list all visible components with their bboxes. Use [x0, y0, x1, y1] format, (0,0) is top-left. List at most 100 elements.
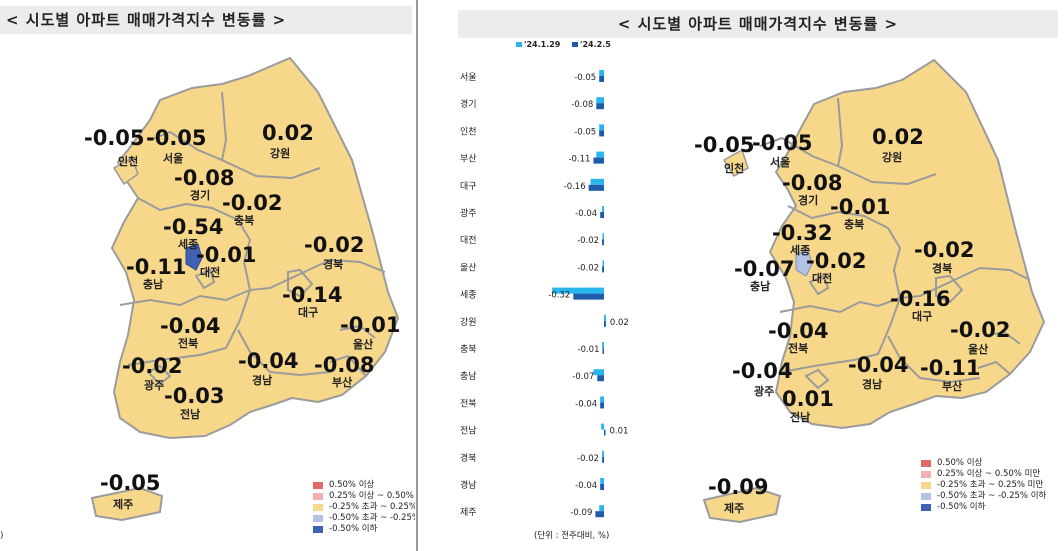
bar-curr: [593, 157, 604, 164]
data-label: -0.05: [574, 127, 596, 137]
left-province-borders: [119, 91, 386, 386]
right-jeonnam-name: 전남: [790, 410, 810, 424]
right-ulsan-value: -0.02: [950, 318, 1011, 342]
bar-curr: [595, 511, 604, 518]
data-label: -0.02: [577, 263, 599, 273]
left-gyeonggi-name: 경기: [190, 188, 210, 202]
legend-label: -0.50% 이하: [937, 502, 986, 512]
right-seoul-value: -0.05: [752, 131, 813, 155]
category-label: 충북: [460, 344, 477, 355]
bar-curr: [597, 375, 604, 382]
bar-prev: [593, 369, 604, 376]
data-label: -0.07: [572, 372, 594, 382]
left-daegu-name: 대구: [298, 305, 318, 319]
right-map-legend: 0.50% 이상 0.25% 이상 ~ 0.50% 미만 -0.25% 초과 ~…: [921, 458, 1046, 513]
legend-label: -0.50% 이하: [329, 524, 378, 534]
right-busan-value: -0.11: [920, 356, 981, 380]
left-gyeongbuk-value: -0.02: [304, 233, 365, 257]
right-daegu-value: -0.16: [890, 287, 951, 311]
legend-item: -0.50% 이하: [313, 524, 415, 535]
data-label: -0.09: [570, 508, 592, 518]
bar-prev: [602, 342, 604, 348]
left-jeju-value: -0.05: [100, 471, 161, 495]
bar-curr: [599, 130, 604, 137]
bar-prev: [602, 260, 604, 267]
right-incheon-name: 인천: [724, 161, 744, 175]
category-label: 충남: [460, 371, 477, 382]
legend-item: 0.25% 이상 ~ 0.50%: [313, 491, 415, 502]
right-gangwon-value: 0.02: [872, 125, 924, 149]
left-chungbuk-name: 충북: [234, 213, 254, 227]
category-label: 전남: [460, 426, 477, 437]
right-gwangju-name: 광주: [754, 385, 774, 398]
right-jeju-name: 제주: [724, 501, 744, 515]
bar-curr: [600, 484, 604, 490]
left-chungbuk-value: -0.02: [222, 191, 283, 215]
left-map-legend: 0.50% 이상 0.25% 이상 ~ 0.50% -0.25% 초과 ~ 0.…: [313, 480, 415, 535]
right-chungnam-value: -0.07: [734, 257, 795, 281]
left-seoul-value: -0.05: [146, 126, 207, 150]
bar-rows: 서울 -0.05 경기 -0.08 인천 -0.05 부산 -0.11 대구 -0.16 광주 -0.…: [460, 70, 629, 518]
left-incheon-shape: [112, 156, 139, 186]
legend-label: -0.50% 초과 ~ -0.25% 이하: [937, 491, 1047, 501]
category-label: 인천: [460, 126, 477, 137]
data-label: -0.05: [574, 73, 596, 83]
left-daejeon-value: -0.01: [196, 243, 257, 267]
bar-prev: [596, 151, 604, 158]
bar-prev: [552, 287, 604, 294]
right-incheon-shape: [722, 148, 749, 178]
category-label: 경북: [460, 452, 477, 464]
left-map-panel: < 시도별 아파트 매매가격지수 변동률 > -0.05 인천 -0.05: [0, 0, 415, 551]
left-busan-name: 부산: [332, 375, 352, 389]
bar-curr: [602, 266, 604, 273]
right-jeju-shape: [702, 486, 782, 524]
data-label: -0.02: [577, 236, 599, 246]
left-gangwon-name: 강원: [270, 146, 290, 160]
left-korea-map: -0.05 인천 -0.05 서울 0.02 강원 -0.08 경기 -0.02…: [84, 56, 401, 522]
legend-item: -0.50% 초과 ~ -0.25% 이하: [921, 491, 1046, 502]
left-gyeongbuk-name: 경북: [323, 257, 343, 271]
legend-label: -0.25% 초과 ~ 0.25%: [329, 502, 415, 512]
bar-curr: [600, 402, 604, 409]
legend-swatch: [313, 526, 323, 533]
left-sejong-shape: [185, 243, 203, 271]
left-gwangju-value: -0.02: [122, 354, 183, 378]
bar-prev: [604, 314, 606, 321]
bar-prev: [599, 70, 604, 76]
category-label: 울산: [460, 262, 477, 273]
right-chungbuk-name: 충북: [844, 217, 864, 231]
right-gyeongbuk-value: -0.02: [914, 238, 975, 262]
left-jeju-shape: [90, 486, 164, 522]
category-label: 강원: [460, 317, 477, 328]
legend-label: 0.25% 이상 ~ 0.50%: [329, 491, 414, 501]
legend-swatch: [313, 504, 323, 511]
bar-prev: [600, 396, 604, 403]
left-ulsan-value: -0.01: [340, 313, 401, 337]
legend-swatch: [921, 493, 931, 500]
left-footnote: ): [0, 531, 4, 541]
legend-swatch: [313, 482, 323, 489]
bar-curr: [604, 320, 606, 327]
legend-item: 0.50% 이상: [921, 458, 1046, 469]
left-seoul-name: 서울: [163, 151, 183, 165]
right-daejeon-value: -0.02: [806, 249, 867, 273]
bar-curr: [588, 184, 604, 191]
panel-divider: [416, 0, 418, 551]
right-gyeonggi-name: 경기: [798, 193, 818, 207]
data-label: -0.08: [571, 100, 593, 110]
category-label: 서울: [460, 72, 477, 83]
left-sejong-name: 세종: [178, 237, 198, 251]
right-sejong-name: 세종: [790, 243, 810, 257]
legend-item: 0.25% 이상 ~ 0.50% 미만: [921, 469, 1046, 480]
bar-prev: [600, 478, 604, 484]
left-gyeongnam-value: -0.04: [238, 349, 299, 373]
legend-swatch: [921, 460, 931, 467]
legend-curr-swatch: [572, 42, 578, 47]
right-sejong-value: -0.32: [772, 221, 833, 245]
bar-prev: [601, 423, 604, 430]
bar-prev: [602, 206, 604, 212]
left-jeonbuk-name: 전북: [178, 336, 198, 350]
left-busan-value: -0.08: [314, 353, 375, 377]
bar-prev: [602, 233, 604, 240]
legend-curr-label: '24.2.5: [580, 40, 611, 49]
